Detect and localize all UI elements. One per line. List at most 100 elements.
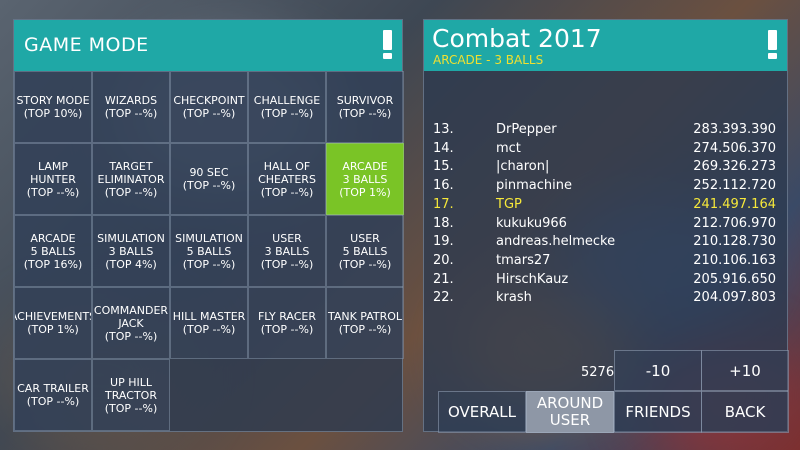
row-player-name: TGP	[496, 196, 522, 212]
mode-cell-line2: HUNTER	[30, 172, 76, 186]
mode-cell-line1: SIMULATION	[97, 231, 165, 245]
mode-cell-line1: HALL OF	[263, 159, 311, 173]
mode-cell-line1: ACHIEVEMENTS	[14, 310, 92, 323]
mode-cell-line1: CAR TRAILER	[17, 382, 89, 395]
row-score: 283.393.390	[693, 122, 776, 137]
mode-cell-line3: (TOP --%)	[182, 257, 236, 271]
game-mode-panel: GAME MODE STORY MODE (TOP 10%) WIZARDS (TOP…	[13, 19, 404, 433]
row-score: 210.106.163	[693, 252, 776, 268]
table-row: 15. |charon| 269.326.273	[424, 157, 789, 176]
tab-around-user-line1: AROUND	[536, 394, 604, 412]
table-row: 21. HirschKauz 205.916.650	[424, 270, 789, 289]
row-score: 212.706.970	[693, 215, 776, 231]
mode-cell-line2: JACK	[118, 316, 144, 330]
mode-cell-line2: 3 BALLS	[342, 172, 388, 186]
mode-cell-line1: COMMANDER	[93, 303, 169, 317]
mode-cell[interactable]: TARGET ELIMINATOR (TOP --%)	[92, 143, 170, 215]
leaderboard-header: Combat 2017 ARCADE - 3 BALLS	[424, 20, 787, 71]
table-row: 18. kukuku966 212.706.970	[424, 214, 789, 233]
mode-cell-line1: FLY RACER	[257, 310, 316, 323]
info-icon[interactable]	[383, 30, 392, 59]
row-player-name: andreas.helmecke	[496, 234, 616, 250]
mode-cell-line1: HILL MASTER	[172, 310, 246, 323]
row-rank: 19.	[433, 234, 454, 250]
mode-cell-line1: TANK PATROL	[327, 310, 403, 323]
back-button[interactable]: BACK	[701, 391, 789, 433]
row-score: 252.112.720	[693, 178, 776, 194]
mode-cell[interactable]: TANK PATROL (TOP --%)	[326, 287, 404, 359]
tab-friends[interactable]: FRIENDS	[614, 391, 702, 433]
mode-cell-line1: 90 SEC	[189, 166, 229, 179]
table-row: 16. pinmachine 252.112.720	[424, 176, 789, 195]
mode-cell[interactable]: ARCADE 5 BALLS (TOP 16%)	[14, 215, 92, 287]
mode-cell[interactable]: SIMULATION 5 BALLS (TOP --%)	[170, 215, 248, 287]
leaderboard-panel: Combat 2017 ARCADE - 3 BALLS 13. DrPepper…	[423, 19, 789, 433]
game-mode-title: GAME MODE	[24, 34, 149, 56]
mode-cell[interactable]: STORY MODE (TOP 10%)	[14, 71, 92, 143]
table-title: Combat 2017	[432, 24, 602, 53]
row-rank: 14.	[433, 140, 454, 156]
mode-cell[interactable]: LAMP HUNTER (TOP --%)	[14, 143, 92, 215]
mode-cell-line1: ARCADE	[30, 231, 76, 245]
table-row: 19. andreas.helmecke 210.128.730	[424, 232, 789, 251]
mode-cell-line1: ARCADE	[342, 159, 388, 173]
row-score: 241.497.164	[693, 196, 776, 212]
mode-cell-line1: SURVIVOR	[336, 94, 394, 107]
mode-cell-line1: WIZARDS	[104, 94, 158, 107]
mode-cell-line2: (TOP --%)	[260, 323, 314, 336]
mode-cell[interactable]: CHALLENGE (TOP --%)	[248, 71, 326, 143]
mode-cell-line2: (TOP --%)	[338, 323, 392, 336]
mode-cell[interactable]: SIMULATION 3 BALLS (TOP 4%)	[92, 215, 170, 287]
mode-cell[interactable]: HILL MASTER (TOP --%)	[170, 287, 248, 359]
info-icon[interactable]	[768, 30, 777, 59]
minus-10-button[interactable]: -10	[614, 350, 702, 391]
mode-cell[interactable]: ARCADE 3 BALLS (TOP 1%)	[326, 143, 404, 215]
mode-cell[interactable]: ACHIEVEMENTS (TOP 1%)	[14, 287, 92, 359]
mode-cell-line3: (TOP --%)	[260, 257, 314, 271]
row-rank: 18.	[433, 215, 454, 231]
row-player-name: pinmachine	[496, 178, 572, 194]
score-count: 5276	[581, 365, 615, 380]
mode-cell-line3: (TOP --%)	[338, 257, 392, 271]
mode-cell-line2: (TOP --%)	[182, 323, 236, 336]
mode-cell[interactable]: FLY RACER (TOP --%)	[248, 287, 326, 359]
tab-overall[interactable]: OVERALL	[438, 391, 526, 433]
row-player-name: tmars27	[496, 252, 551, 268]
mode-cell-line2: 5 BALLS	[30, 244, 76, 258]
tab-around-user[interactable]: AROUND USER	[526, 391, 614, 433]
row-rank: 15.	[433, 159, 454, 175]
mode-cell[interactable]: HALL OF CHEATERS (TOP --%)	[248, 143, 326, 215]
mode-cell-line2: 3 BALLS	[264, 244, 310, 258]
mode-cell[interactable]: WIZARDS (TOP --%)	[92, 71, 170, 143]
mode-cell-line2: (TOP --%)	[104, 107, 158, 120]
row-rank: 16.	[433, 178, 454, 194]
row-player-name: HirschKauz	[496, 271, 569, 287]
mode-cell-line1: TARGET	[109, 159, 153, 173]
mode-cell-line2: (TOP --%)	[260, 107, 314, 120]
row-rank: 17.	[433, 196, 454, 212]
mode-cell-line2: (TOP --%)	[182, 107, 236, 120]
mode-cell-line3: (TOP --%)	[26, 185, 80, 199]
mode-cell[interactable]: COMMANDER JACK (TOP --%)	[92, 287, 170, 359]
mode-cell[interactable]: 90 SEC (TOP --%)	[170, 143, 248, 215]
plus-10-button[interactable]: +10	[701, 350, 789, 391]
mode-cell[interactable]: USER 3 BALLS (TOP --%)	[248, 215, 326, 287]
table-row: 17. TGP 241.497.164	[424, 195, 789, 214]
row-player-name: krash	[496, 290, 532, 306]
mode-cell[interactable]: UP HILL TRACTOR (TOP --%)	[92, 359, 170, 431]
game-mode-grid: STORY MODE (TOP 10%) WIZARDS (TOP --%) CHECK…	[14, 71, 404, 433]
mode-cell-line3: (TOP --%)	[260, 185, 314, 199]
mode-cell[interactable]: CHECKPOINT (TOP --%)	[170, 71, 248, 143]
mode-cell-line1: LAMP	[37, 159, 69, 173]
table-row: 22. krash 204.097.803	[424, 288, 789, 307]
mode-cell-line2: 3 BALLS	[108, 244, 154, 258]
row-rank: 20.	[433, 252, 454, 268]
mode-cell-line2: 5 BALLS	[186, 244, 232, 258]
mode-cell[interactable]: USER 5 BALLS (TOP --%)	[326, 215, 404, 287]
mode-cell-line3: (TOP 1%)	[339, 185, 391, 199]
mode-cell[interactable]: SURVIVOR (TOP --%)	[326, 71, 404, 143]
mode-cell[interactable]: CAR TRAILER (TOP --%)	[14, 359, 92, 431]
mode-cell-line2: (TOP --%)	[182, 179, 236, 192]
mode-cell-line1: STORY MODE	[16, 94, 90, 107]
mode-cell-line3: (TOP 16%)	[23, 257, 83, 271]
